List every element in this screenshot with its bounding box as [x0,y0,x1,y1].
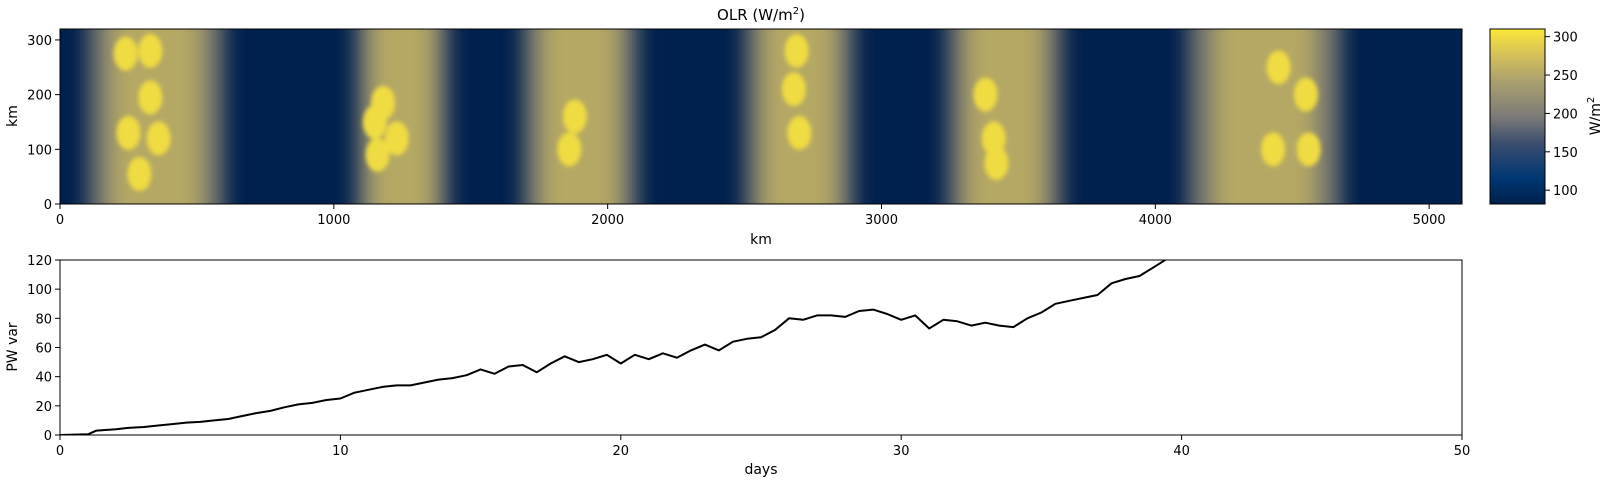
colorbar-tick-label: 200 [1553,107,1578,122]
olr-heatmap-field [60,29,1462,204]
cloud-core [562,99,587,134]
olr-x-axis-label: km [750,232,772,248]
pw-var-x-tick-label: 0 [56,444,64,459]
cloud-cores [113,33,1321,191]
pw-var-y-ticks: 0 20 40 60 80 100 120 [27,254,60,444]
olr-x-tick-label: 1000 [317,213,350,228]
pw-var-y-tick-label: 0 [44,429,52,444]
pw-var-y-tick-label: 120 [27,254,52,269]
olr-x-tick-label: 4000 [1139,213,1172,228]
convective-band-core [966,29,1043,204]
colorbar-label: W/m2 [1586,97,1600,136]
olr-y-axis-label: km [5,105,21,127]
pw-var-x-tick-label: 20 [613,444,630,459]
pw-var-x-tick-label: 50 [1454,444,1471,459]
cloud-core [384,121,409,156]
olr-y-tick-label: 300 [27,34,52,49]
olr-heatmap-panel: OLR (W/m2) 0 1000 2000 3000 4000 5000 0 100 200… [5,6,1600,248]
cloud-core [787,115,812,150]
pw-var-y-axis-label: PW var [5,322,21,372]
cloud-core [781,72,806,107]
cloud-core [981,121,1006,156]
olr-x-tick-label: 3000 [865,213,898,228]
olr-x-tick-label: 0 [56,213,64,228]
pw-var-x-axis-label: days [744,462,777,478]
olr-y-tick-label: 0 [44,198,52,213]
olr-x-tick-label: 5000 [1413,213,1446,228]
colorbar-tick-label: 250 [1553,69,1578,84]
cloud-core [365,137,390,172]
cloud-core [127,156,152,191]
pw-var-y-tick-label: 60 [35,342,52,357]
pw-var-x-tick-label: 30 [893,444,910,459]
cloud-core [1293,77,1318,112]
colorbar-gradient [1489,28,1546,205]
cloud-core [1261,132,1286,167]
pw-var-y-tick-label: 100 [27,283,52,298]
cloud-core [362,104,387,139]
colorbar-tick-label: 150 [1553,146,1578,161]
colorbar-tick-label: 100 [1553,184,1578,199]
pw-var-x-ticks: 0 10 20 30 40 50 [56,435,1470,459]
pw-var-x-tick-label: 10 [332,444,349,459]
olr-x-tick-label: 2000 [591,213,624,228]
pw-var-y-tick-label: 80 [35,312,52,327]
pw-var-y-tick-label: 40 [35,371,52,386]
pw-var-panel: 0 10 20 30 40 50 0 20 40 60 80 100 120 days PW var [5,254,1470,478]
cloud-core [138,80,163,115]
olr-chart-title: OLR (W/m2) [717,6,805,24]
cloud-core [1266,50,1291,85]
cloud-core [557,132,582,167]
olr-plot-frame [59,28,1463,205]
pw-var-series-line [60,260,1168,435]
convective-band-core [1214,29,1316,204]
colorbar-tick-label: 300 [1553,31,1578,46]
cloud-core [146,121,171,156]
pw-var-plot-frame [59,259,1463,436]
cloud-core [113,36,138,71]
pw-var-y-tick-label: 20 [35,400,52,415]
pw-var-x-tick-label: 40 [1173,444,1190,459]
cloud-core [138,33,163,68]
olr-y-tick-label: 100 [27,143,52,158]
olr-y-tick-label: 200 [27,89,52,104]
cloud-core [1296,132,1321,167]
cloud-core [973,77,998,112]
pw-var-line-area [60,260,1168,435]
olr-x-ticks: 0 1000 2000 3000 4000 5000 [56,204,1446,228]
cloud-core [116,115,141,150]
cloud-core [784,33,809,68]
colorbar-ticks: 100 150 200 250 300 [1545,31,1578,199]
olr-y-ticks: 0 100 200 300 [27,34,60,213]
olr-colorbar: 100 150 200 250 300 W/m2 [1489,28,1600,205]
